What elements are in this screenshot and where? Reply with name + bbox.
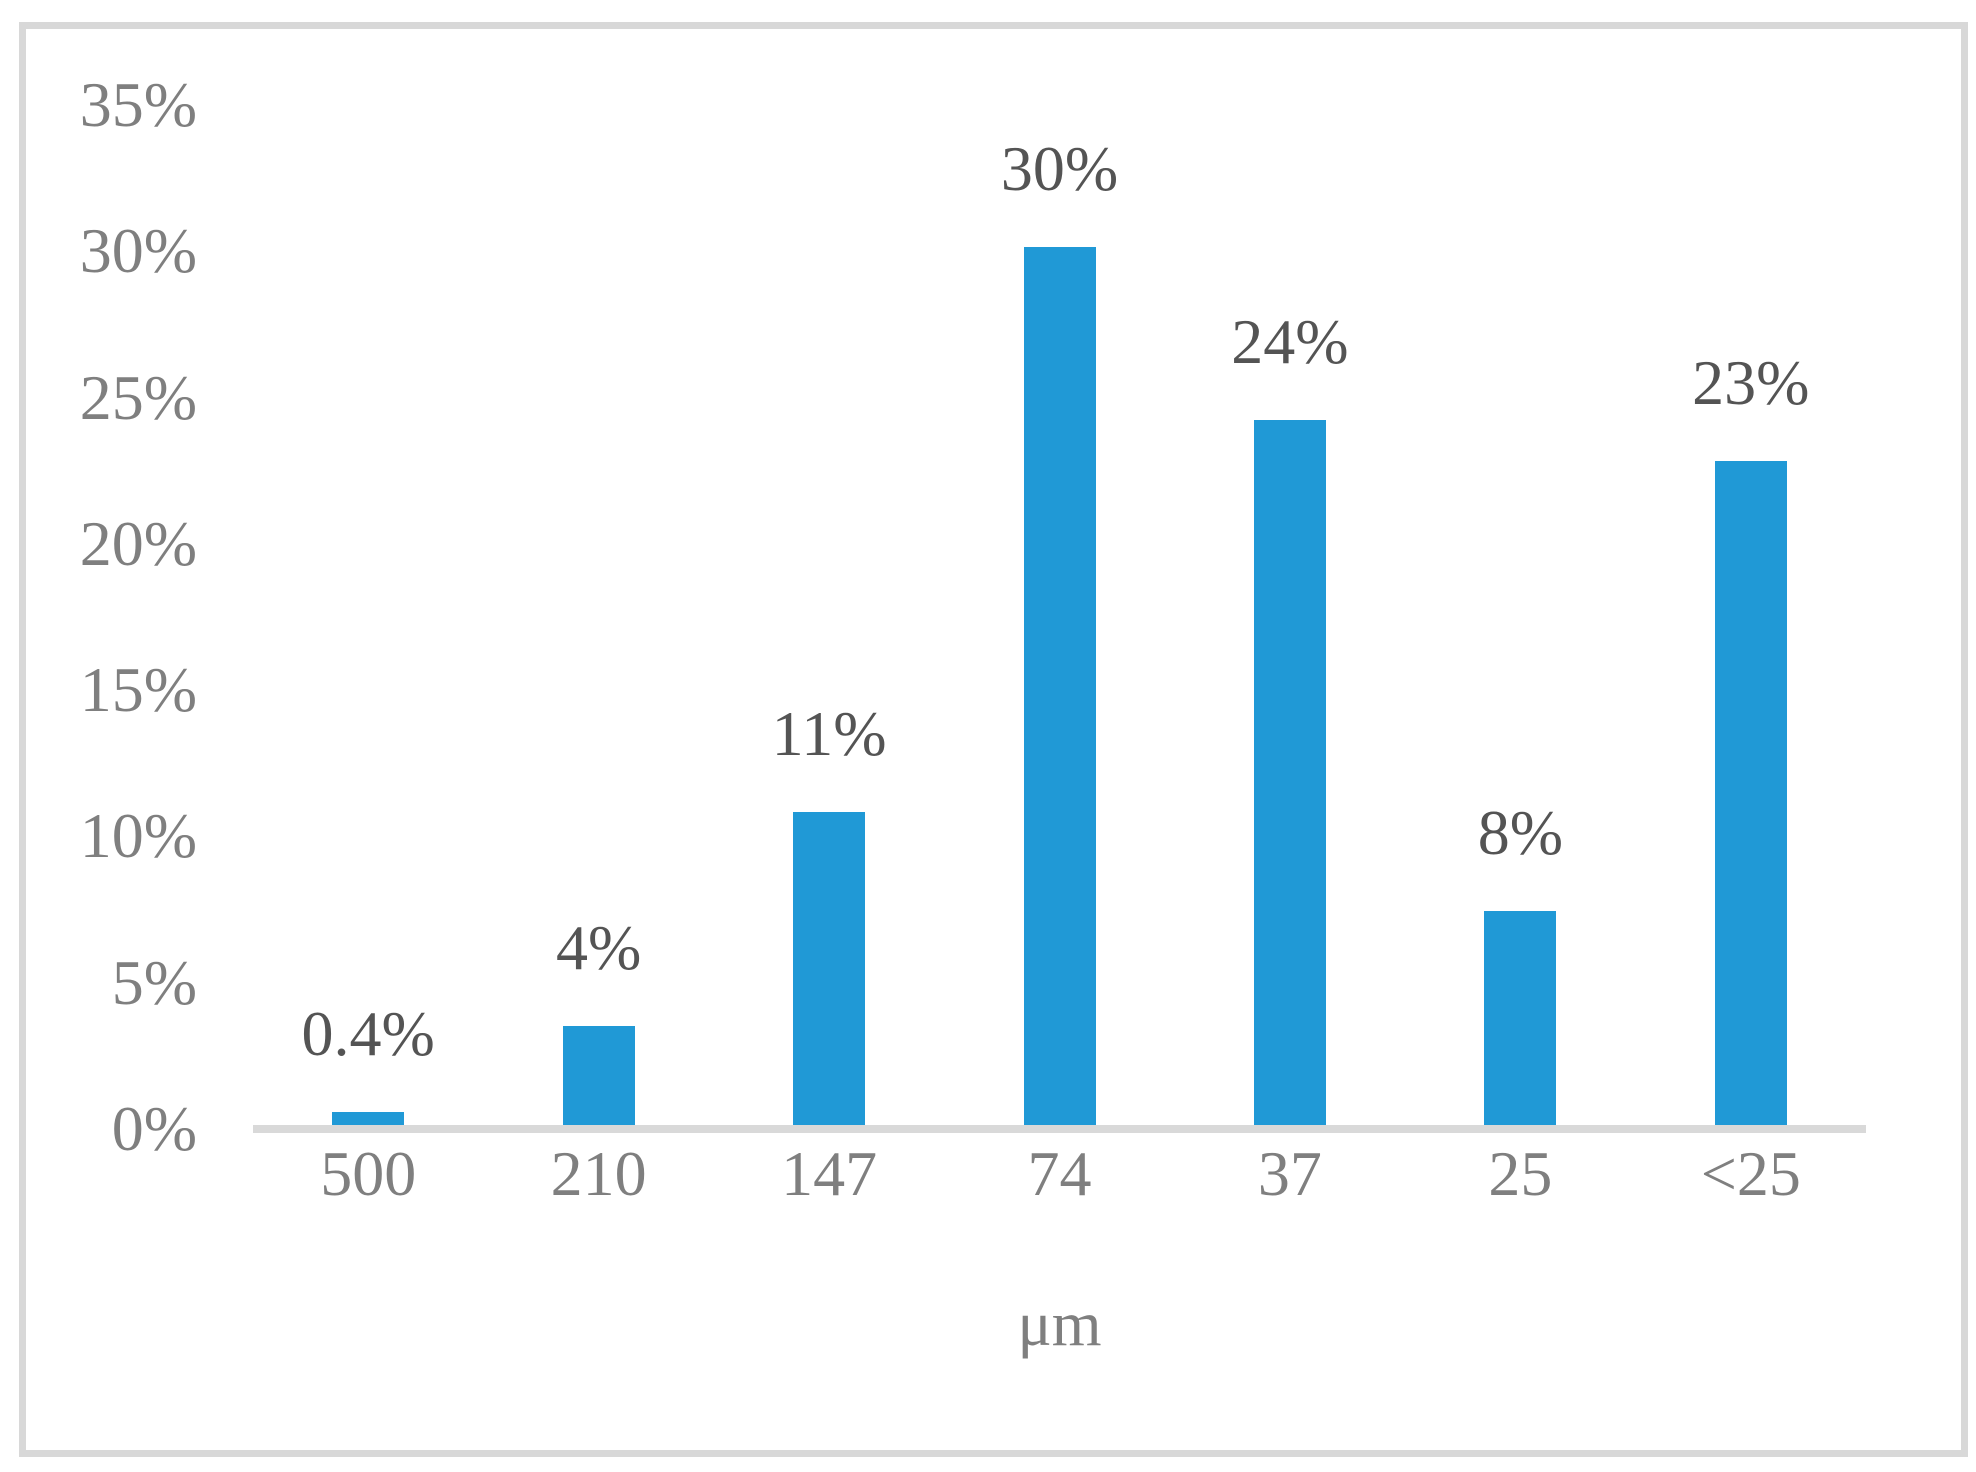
y-axis-tick-label: 0% <box>111 1093 197 1164</box>
bar-value-label: 30% <box>1000 133 1119 204</box>
y-axis-tick-label: 15% <box>79 654 197 726</box>
y-axis-tick-label: 10% <box>79 800 197 872</box>
bar <box>332 1112 405 1125</box>
x-axis-tick-label: 210 <box>550 1138 647 1209</box>
bar <box>1484 911 1557 1125</box>
bar-value-label: 4% <box>555 912 642 983</box>
x-axis-tick-label: 74 <box>1027 1138 1092 1209</box>
x-axis-line <box>253 1125 1866 1133</box>
x-axis-tick-label: 25 <box>1488 1138 1553 1209</box>
y-axis-tick-label: 20% <box>79 507 197 579</box>
x-axis-tick-label: <25 <box>1700 1138 1801 1209</box>
bar-value-label: 0.4% <box>301 998 435 1069</box>
chart-frame-border <box>19 22 1968 1457</box>
bar <box>1714 461 1787 1125</box>
x-axis-tick-label: 37 <box>1257 1138 1322 1209</box>
y-axis-tick-label: 5% <box>111 946 197 1018</box>
bar-value-label: 24% <box>1231 306 1349 377</box>
bar <box>1023 247 1096 1125</box>
x-axis-title: μm <box>1017 1288 1102 1359</box>
x-axis-tick-label: 500 <box>320 1138 417 1209</box>
y-axis-tick-label: 30% <box>79 215 197 287</box>
y-axis-tick-label: 25% <box>79 361 197 433</box>
bar-value-label: 11% <box>771 698 887 769</box>
bar-value-label: 8% <box>1477 797 1563 868</box>
y-axis-tick-label: 35% <box>79 68 197 140</box>
bar-value-label: 23% <box>1692 347 1810 418</box>
bar <box>562 1026 635 1125</box>
bar <box>1253 420 1326 1125</box>
x-axis-tick-label: 147 <box>781 1138 878 1209</box>
bar <box>793 812 866 1125</box>
